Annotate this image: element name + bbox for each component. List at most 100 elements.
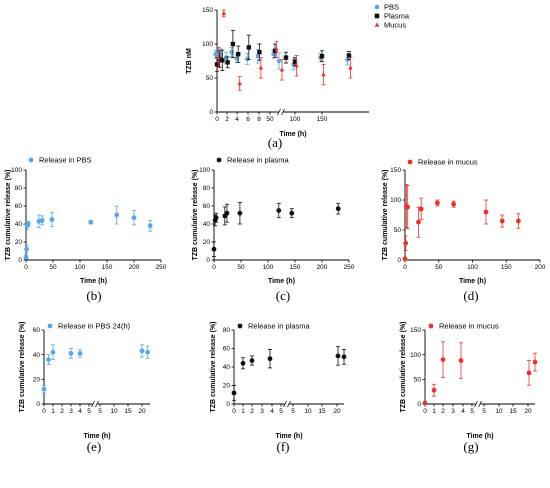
- x-tick-label: 6: [246, 116, 250, 123]
- axis-break-gap: [475, 401, 481, 407]
- axis-break-mark: [281, 108, 285, 116]
- legend-marker: [374, 4, 380, 10]
- data-point: [224, 210, 230, 216]
- data-point: [39, 218, 45, 223]
- legend-label: PBS: [384, 3, 399, 12]
- x-tick-label: 100: [263, 264, 274, 271]
- y-tick-label: 150: [202, 7, 213, 14]
- y-tick-label: 20: [223, 383, 231, 390]
- y-tick-label: 40: [203, 221, 211, 228]
- x-tick-label: 4: [270, 408, 274, 415]
- series-pbs: [23, 205, 153, 260]
- y-tick-label: 50: [394, 227, 402, 234]
- data-point: [405, 204, 411, 210]
- data-point: [321, 71, 326, 77]
- x-tick-label: 2: [225, 116, 229, 123]
- x-tick-label: 5: [291, 408, 295, 415]
- x-tick-label: 150: [290, 264, 301, 271]
- data-point: [483, 209, 489, 215]
- data-point: [214, 62, 220, 67]
- x-axis-label: Time (h): [275, 433, 302, 440]
- axis-break-mark: [474, 400, 478, 408]
- data-point: [335, 353, 341, 359]
- y-tick-label: 100: [410, 352, 421, 359]
- x-tick-label: 5: [470, 408, 474, 415]
- legend-marker: [407, 159, 413, 165]
- x-tick-label: 8: [257, 116, 261, 123]
- x-tick-label: 250: [344, 264, 355, 271]
- x-tick-label: 10: [110, 408, 118, 415]
- x-tick-label: 50: [435, 264, 443, 271]
- y-tick-label: 150: [390, 167, 401, 174]
- legend-marker: [374, 22, 380, 27]
- data-point: [271, 52, 276, 57]
- data-point: [289, 210, 295, 216]
- y-tick-label: 80: [203, 185, 211, 192]
- data-point: [348, 65, 353, 70]
- data-point: [216, 54, 221, 60]
- legend-marker: [47, 323, 53, 329]
- y-tick-label: 50: [206, 75, 214, 82]
- x-tick-label: 2: [60, 408, 64, 415]
- x-tick-label: 4: [235, 116, 239, 123]
- data-point: [237, 80, 242, 86]
- data-point: [274, 46, 279, 52]
- x-tick-label: 2: [441, 408, 445, 415]
- data-point: [139, 348, 145, 354]
- axis-break-mark: [478, 400, 482, 408]
- data-point: [458, 358, 464, 363]
- x-tick-label: 0: [403, 264, 407, 271]
- x-tick-label: 50: [49, 264, 57, 271]
- y-tick-label: 150: [410, 327, 421, 334]
- data-point: [231, 390, 237, 396]
- y-tick-label: 0: [226, 401, 230, 408]
- y-tick-label: 0: [417, 401, 421, 408]
- x-tick-label: 20: [138, 408, 146, 415]
- y-axis-label: TZB cumulative release (%): [210, 321, 217, 412]
- series-pbs: [213, 47, 350, 71]
- legend-marker: [28, 157, 34, 163]
- x-tick-label: 250: [156, 264, 167, 271]
- data-point: [435, 200, 440, 206]
- y-tick-label: 80: [15, 185, 23, 192]
- x-tick-label: 50: [237, 264, 245, 271]
- x-tick-label: 15: [318, 408, 326, 415]
- x-tick-label: 1: [51, 408, 55, 415]
- y-tick-label: 20: [15, 239, 23, 246]
- data-point: [221, 10, 226, 16]
- data-point: [283, 55, 289, 60]
- chart-panel-1: 0 20 40 60 80 100 0 50 100 150 200 250 Time (h) TZB c…: [5, 156, 167, 303]
- y-tick-label: 80: [223, 327, 231, 334]
- y-axis-label: TZB cumulative release (%): [192, 169, 199, 260]
- y-axis-label: TZB cumulative release (%): [19, 321, 26, 412]
- y-tick-label: 60: [223, 346, 231, 353]
- legend-label: Release in plasma: [227, 156, 290, 165]
- y-tick-label: 40: [223, 364, 231, 371]
- x-tick-label: 100: [75, 264, 86, 271]
- data-point: [341, 354, 347, 360]
- legend-label: Release in PBS 24(h): [58, 322, 131, 331]
- panel-caption: (c): [276, 288, 290, 303]
- data-point: [257, 49, 262, 55]
- chart-panel-2: 0 20 40 60 80 100 0 50 100 150 200 250 Time (h) TZB c…: [192, 156, 355, 303]
- x-axis-label: Time (h): [279, 131, 306, 138]
- axis-break-gap: [284, 401, 290, 407]
- data-point: [46, 357, 51, 362]
- x-tick-label: 100: [290, 116, 301, 123]
- y-axis-label: TZB cumulative release (%): [382, 169, 389, 260]
- data-point: [258, 65, 264, 70]
- panel-caption: (f): [277, 439, 290, 454]
- axis-break-mark: [277, 108, 281, 116]
- x-tick-label: 200: [535, 264, 546, 271]
- x-tick-label: 200: [317, 264, 328, 271]
- series-plasma: [231, 346, 347, 401]
- y-tick-label: 60: [15, 203, 23, 210]
- legend-marker: [428, 323, 434, 329]
- legend-marker: [216, 157, 222, 163]
- axis-break-gap: [92, 401, 98, 407]
- data-point: [41, 386, 47, 392]
- series-plasma: [211, 201, 341, 257]
- x-axis-label: Time (h): [83, 433, 110, 440]
